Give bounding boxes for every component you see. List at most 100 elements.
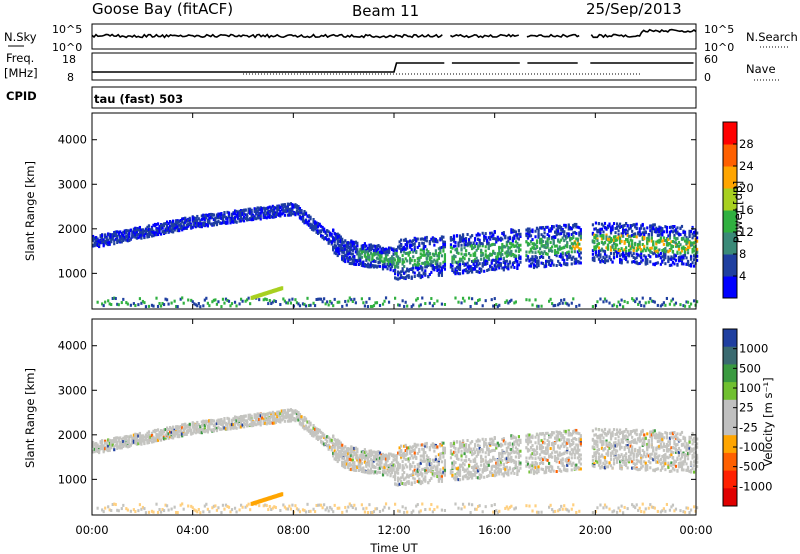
power-cell — [132, 230, 135, 234]
velocity-cell — [107, 505, 110, 509]
power-cell — [552, 263, 555, 267]
power-cell — [668, 230, 672, 234]
velocity-cell — [336, 506, 339, 510]
velocity-cell — [271, 421, 274, 425]
velocity-cell — [212, 504, 215, 508]
power-cell — [329, 239, 332, 243]
velocity-cell — [249, 415, 252, 419]
power-cell — [478, 238, 481, 242]
velocity-cell — [253, 415, 256, 419]
power-cell — [412, 264, 415, 268]
power-cell — [599, 234, 602, 238]
power-cell — [390, 255, 394, 259]
power-cell — [667, 259, 670, 263]
power-cell — [634, 300, 637, 304]
power-cell — [397, 245, 400, 249]
velocity-cell — [353, 446, 356, 450]
velocity-cell — [224, 503, 228, 507]
velocity-cell — [351, 450, 354, 454]
power-cell — [413, 238, 416, 242]
power-cell — [622, 249, 625, 253]
velocity-cell — [92, 444, 95, 448]
power-cell — [264, 215, 267, 219]
power-cell — [150, 228, 154, 232]
power-cell — [437, 272, 440, 276]
power-cell — [658, 227, 661, 231]
power-cell — [478, 243, 481, 247]
power-cell — [661, 229, 664, 233]
velocity-cell — [165, 504, 169, 508]
power-cell — [673, 224, 676, 228]
power-cell — [258, 293, 261, 298]
power-cell — [486, 238, 489, 242]
velocity-cell — [277, 410, 280, 414]
velocity-cell — [292, 418, 296, 422]
power-cell — [442, 243, 445, 247]
velocity-cell — [229, 427, 232, 431]
velocity-cell — [327, 444, 330, 448]
velocity-cell — [241, 415, 244, 419]
power-cell — [212, 213, 215, 217]
velocity-cell — [310, 430, 314, 434]
power-cell — [333, 297, 336, 301]
power-cell — [295, 211, 299, 215]
power-cell — [498, 303, 501, 307]
power-cell — [620, 234, 623, 238]
power-cell — [159, 304, 163, 308]
power-cell — [410, 276, 413, 280]
velocity-cell — [167, 508, 170, 512]
power-cell — [288, 207, 291, 211]
velocity-cell — [107, 449, 110, 453]
velocity-cell — [191, 424, 194, 428]
power-cell — [457, 241, 460, 245]
power-cell — [555, 250, 558, 254]
power-cell — [623, 248, 626, 252]
power-cell — [514, 244, 517, 248]
power-cell — [104, 300, 107, 304]
power-cell — [501, 247, 504, 251]
velocity-cell — [315, 436, 318, 440]
velocity-cell — [179, 429, 182, 433]
power-cell — [232, 212, 235, 216]
power-cell — [679, 256, 682, 260]
power-cell — [618, 254, 622, 258]
power-cell — [452, 244, 456, 248]
velocity-cell — [372, 471, 376, 475]
power-cell — [566, 251, 569, 255]
power-cell — [560, 255, 563, 259]
power-cell — [554, 248, 557, 252]
velocity-cell — [125, 441, 128, 445]
velocity-cell — [138, 439, 142, 443]
power-cell — [102, 240, 105, 244]
power-cell — [419, 248, 422, 252]
power-cell — [329, 233, 332, 237]
power-cell — [591, 252, 595, 256]
velocity-cell — [306, 502, 309, 506]
velocity-cell — [104, 441, 107, 445]
velocity-cell — [173, 428, 176, 432]
power-cell — [499, 257, 502, 261]
power-cell — [191, 300, 194, 304]
power-cell — [398, 240, 401, 244]
power-cell — [224, 221, 228, 225]
power-cell — [570, 262, 573, 266]
velocity-cell — [335, 443, 338, 447]
power-cell — [635, 222, 638, 226]
power-cell — [368, 297, 371, 301]
velocity-cell — [341, 443, 344, 447]
power-cell — [643, 231, 646, 235]
power-cell — [526, 235, 530, 239]
velocity-cell — [288, 416, 291, 420]
velocity-cell — [132, 440, 135, 444]
power-cell — [350, 252, 353, 256]
power-cell — [394, 276, 397, 280]
power-cell — [387, 300, 391, 304]
power-cell — [659, 304, 662, 308]
velocity-cell — [229, 510, 232, 514]
power-cell — [579, 234, 582, 238]
power-cell — [273, 210, 276, 214]
velocity-cell — [221, 427, 225, 431]
y-tick-label: 3000 — [58, 177, 87, 191]
power-cell — [594, 227, 598, 231]
nsearch-tick-top: 10^5 — [704, 23, 734, 36]
